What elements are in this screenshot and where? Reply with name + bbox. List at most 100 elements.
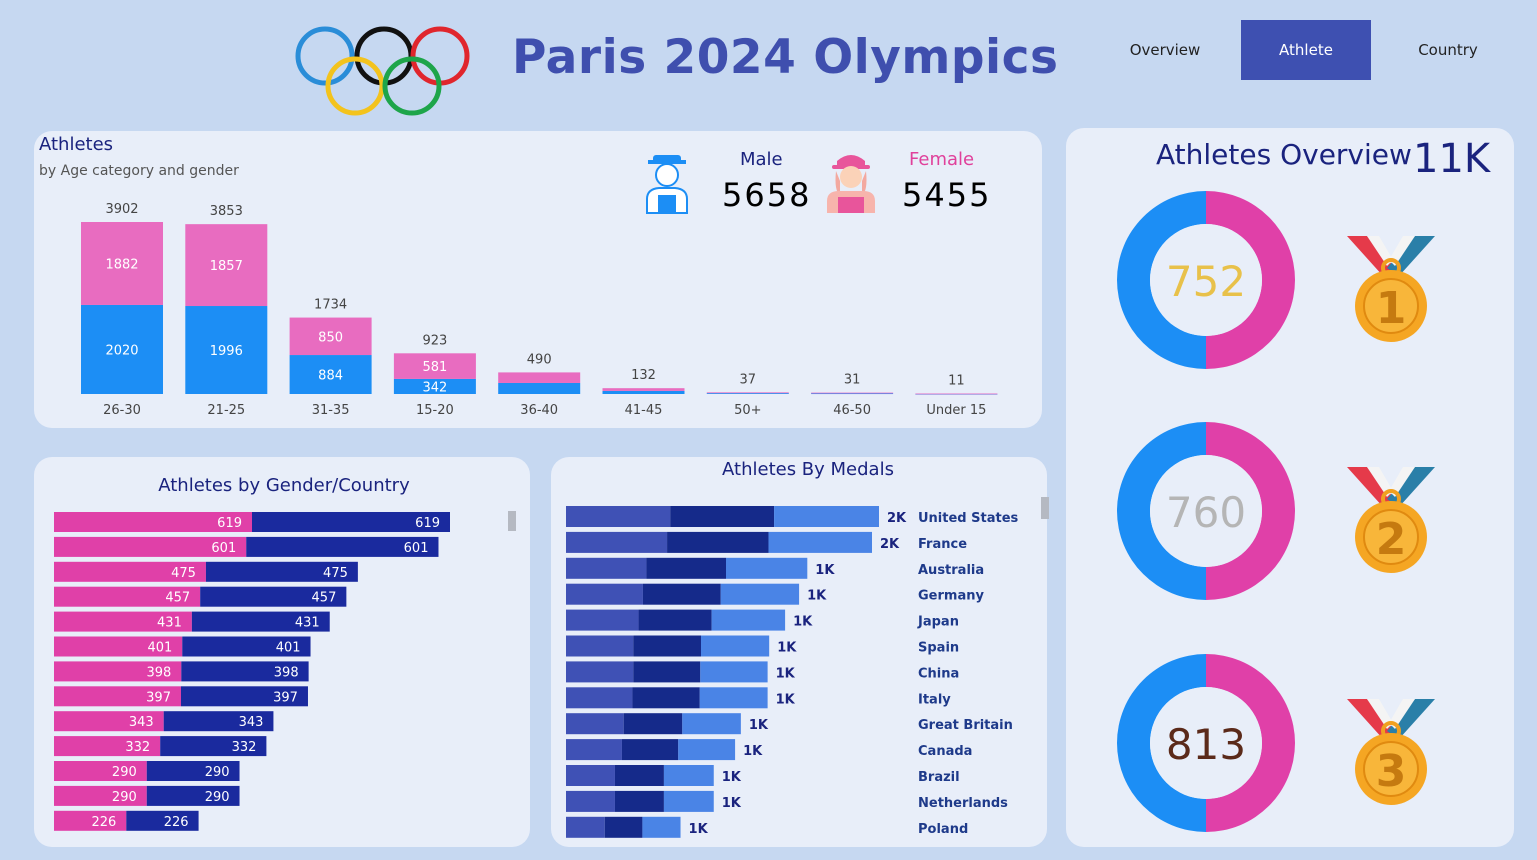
medal-bar-segment[interactable] <box>566 687 633 709</box>
medal-bar-segment[interactable] <box>633 635 701 657</box>
medal-bar-segment[interactable] <box>670 506 775 527</box>
nav-athlete-button[interactable]: Athlete <box>1241 20 1371 80</box>
medal-bar-segment[interactable] <box>638 609 712 631</box>
donut-male-segment[interactable] <box>1117 654 1206 832</box>
donut-male-segment[interactable] <box>1117 422 1206 600</box>
country-bar-female[interactable] <box>54 686 181 707</box>
age-bar-male[interactable] <box>811 393 894 395</box>
medal-bar-segment[interactable] <box>768 531 873 553</box>
medals-scrollbar[interactable] <box>1041 497 1049 519</box>
age-bar-female[interactable] <box>602 388 685 391</box>
medal-bar-segment[interactable] <box>632 687 700 709</box>
country-bar-male[interactable] <box>126 810 199 831</box>
medal-bar-segment[interactable] <box>614 765 664 786</box>
medal-bar-segment[interactable] <box>566 713 624 735</box>
age-bar-female[interactable] <box>81 222 163 305</box>
nav-country-button[interactable]: Country <box>1418 41 1478 59</box>
country-bar-male[interactable] <box>146 785 240 806</box>
country-bar-male[interactable] <box>163 711 274 732</box>
medal-bar-segment[interactable] <box>566 790 615 812</box>
medal-bar-segment[interactable] <box>720 583 800 605</box>
medal-bar-segment[interactable] <box>663 790 714 812</box>
country-bar-male[interactable] <box>160 736 267 757</box>
age-bar-total-label: 1734 <box>314 298 347 313</box>
medal-bar-segment[interactable] <box>623 713 683 735</box>
age-bar-female[interactable] <box>706 392 789 394</box>
medal-bar-segment[interactable] <box>566 506 671 527</box>
country-bar-female[interactable] <box>54 810 127 831</box>
medal-bar-segment[interactable] <box>642 583 721 605</box>
age-bar-male[interactable] <box>706 393 789 394</box>
age-bar-male[interactable] <box>185 306 268 394</box>
medal-bar-segment[interactable] <box>646 557 726 579</box>
country-bar-female[interactable] <box>54 636 183 657</box>
country-bar-female[interactable] <box>54 761 147 781</box>
age-bar-male[interactable] <box>602 390 685 394</box>
medal-bar-segment[interactable] <box>725 557 808 579</box>
country-bar-female-label: 398 <box>146 665 171 680</box>
age-bar-female[interactable] <box>915 393 998 395</box>
country-bar-male[interactable] <box>180 686 308 707</box>
medal-bar-segment[interactable] <box>678 739 736 761</box>
medal-bar-segment[interactable] <box>682 713 741 735</box>
country-bar-female[interactable] <box>54 736 161 757</box>
nav-overview-button[interactable]: Overview <box>1129 41 1201 59</box>
age-bar-female[interactable] <box>498 372 581 383</box>
country-bar-male[interactable] <box>252 512 450 532</box>
medal-bar-segment[interactable] <box>566 739 622 761</box>
country-bar-male[interactable] <box>181 661 309 682</box>
medal-bar-segment[interactable] <box>633 661 701 683</box>
age-bar-female[interactable] <box>811 392 894 394</box>
medal-bar-segment[interactable] <box>566 609 639 631</box>
age-bar-male[interactable] <box>289 355 372 394</box>
medal-bar-segment[interactable] <box>621 739 679 761</box>
medal-bar-segment[interactable] <box>614 790 664 812</box>
country-bar-male[interactable] <box>182 636 311 657</box>
country-bar-male[interactable] <box>200 586 347 607</box>
age-bar-female[interactable] <box>289 317 372 356</box>
medal-bar-segment[interactable] <box>604 816 643 838</box>
medal-bar-segment[interactable] <box>566 531 668 553</box>
medal-bar-segment[interactable] <box>699 687 768 709</box>
country-bar-female-label: 397 <box>146 690 171 705</box>
medal-bar-segment[interactable] <box>700 635 770 657</box>
country-bar-male[interactable] <box>146 761 240 781</box>
donut-female-segment[interactable] <box>1206 191 1295 369</box>
medal-bar-segment[interactable] <box>566 661 634 683</box>
medal-bar-segment[interactable] <box>711 609 786 631</box>
donut-female-segment[interactable] <box>1206 654 1295 832</box>
country-bar-male[interactable] <box>191 611 330 632</box>
age-bar-female-label: 1882 <box>105 257 138 272</box>
country-bar-male[interactable] <box>246 536 439 557</box>
medal-bar-segment[interactable] <box>566 816 605 838</box>
donut-female-segment[interactable] <box>1206 422 1295 600</box>
age-category-tick: 36-40 <box>520 403 558 418</box>
country-bar-female[interactable] <box>54 661 182 682</box>
medal-bar-segment[interactable] <box>642 816 681 838</box>
country-bar-female[interactable] <box>54 611 192 632</box>
age-bar-female[interactable] <box>185 224 268 307</box>
medal-bar-segment[interactable] <box>566 635 634 657</box>
age-bar-male-label: 1996 <box>210 344 243 359</box>
country-bar-male[interactable] <box>205 561 358 582</box>
medal-bar-segment[interactable] <box>566 765 615 786</box>
country-bar-female[interactable] <box>54 711 164 732</box>
age-bar-male[interactable] <box>498 382 581 394</box>
country-bar-female[interactable] <box>54 785 147 806</box>
medal-bar-segment[interactable] <box>774 506 879 527</box>
overview-title: Athletes Overview <box>1156 138 1412 171</box>
medal-bar-segment[interactable] <box>667 531 769 553</box>
country-bar-female[interactable] <box>54 561 206 582</box>
medal-bar-segment[interactable] <box>700 661 768 683</box>
country-bar-female[interactable] <box>54 536 247 557</box>
country-bar-female[interactable] <box>54 512 252 532</box>
age-bar-male[interactable] <box>393 378 476 394</box>
medal-bar-segment[interactable] <box>566 557 647 579</box>
gender-country-scrollbar[interactable] <box>508 511 516 531</box>
age-bar-female[interactable] <box>393 353 476 379</box>
age-bar-male[interactable] <box>81 304 163 394</box>
donut-male-segment[interactable] <box>1117 191 1206 369</box>
country-bar-female[interactable] <box>54 586 201 607</box>
medal-bar-segment[interactable] <box>566 583 643 605</box>
medal-bar-segment[interactable] <box>663 765 714 786</box>
